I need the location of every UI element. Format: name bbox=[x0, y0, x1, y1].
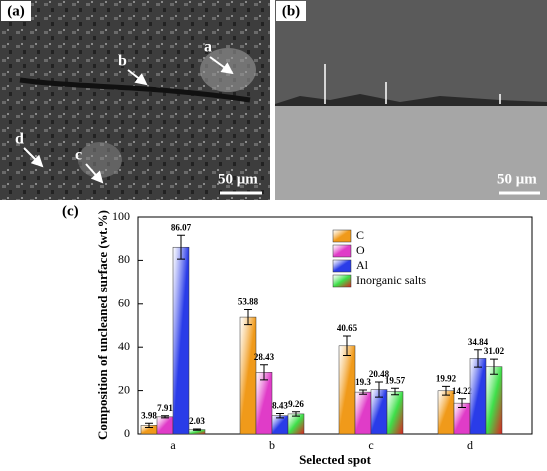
value-label: 9.26 bbox=[288, 399, 304, 409]
legend-label: Al bbox=[356, 258, 369, 272]
bar bbox=[156, 416, 174, 435]
y-tick-label: 40 bbox=[118, 339, 130, 353]
x-tick-label: c bbox=[368, 438, 373, 452]
error-bar bbox=[490, 358, 498, 375]
error-bar bbox=[391, 387, 399, 396]
error-bar bbox=[145, 422, 153, 429]
value-label: 34.84 bbox=[468, 337, 489, 347]
y-tick-label: 80 bbox=[118, 252, 130, 266]
x-axis-label: Selected spot bbox=[299, 452, 372, 467]
value-label: 19.3 bbox=[355, 377, 371, 387]
error-bar bbox=[177, 234, 185, 260]
y-axis-label: Composition of uncleaned surface (wt.%) bbox=[95, 210, 110, 440]
legend-label: C bbox=[356, 228, 364, 242]
value-label: 8.43 bbox=[272, 401, 288, 411]
x-tick-label: b bbox=[269, 438, 275, 452]
bar bbox=[172, 246, 190, 435]
value-label: 86.07 bbox=[171, 222, 192, 232]
value-label: 28.43 bbox=[254, 352, 275, 362]
panel-label: (c) bbox=[62, 203, 79, 219]
error-bar bbox=[276, 413, 284, 419]
value-label: 20.48 bbox=[369, 369, 390, 379]
marker: d bbox=[15, 131, 24, 148]
sem-image-a bbox=[0, 0, 270, 200]
arrow bbox=[127, 69, 148, 86]
error-bar bbox=[244, 308, 252, 326]
bar bbox=[354, 391, 372, 435]
value-label: 14.22 bbox=[452, 386, 473, 396]
bar bbox=[386, 391, 404, 435]
error-bar bbox=[260, 364, 268, 381]
value-label: 19.57 bbox=[385, 375, 406, 385]
sem-image-b-top bbox=[275, 0, 547, 104]
arrow bbox=[85, 163, 104, 184]
value-label: 2.03 bbox=[189, 416, 205, 426]
x-tick-label: a bbox=[170, 438, 176, 452]
bar bbox=[338, 345, 356, 435]
legend-swatch bbox=[332, 259, 352, 273]
value-label: 53.88 bbox=[238, 297, 259, 307]
error-bar bbox=[474, 349, 482, 368]
scale-label: 50 μm bbox=[497, 171, 537, 187]
error-bar bbox=[458, 398, 466, 408]
legend-swatch bbox=[332, 274, 352, 288]
error-bar bbox=[343, 335, 351, 357]
y-tick-label: 20 bbox=[118, 382, 130, 396]
y-tick-label: 100 bbox=[112, 209, 130, 223]
legend-swatch bbox=[332, 244, 352, 258]
sem-image-b-bottom bbox=[275, 106, 547, 200]
marker: c bbox=[75, 147, 82, 164]
panel-label: (b) bbox=[282, 3, 300, 19]
error-bar bbox=[359, 389, 367, 395]
label-bg bbox=[1, 1, 31, 21]
bar bbox=[469, 358, 487, 435]
bar bbox=[287, 413, 305, 435]
value-label: 7.91 bbox=[157, 403, 173, 413]
y-tick-label: 60 bbox=[118, 296, 130, 310]
value-label: 19.92 bbox=[436, 373, 457, 383]
arrow bbox=[209, 56, 234, 75]
legend-label: Inorganic salts bbox=[356, 273, 426, 287]
arrow bbox=[23, 147, 44, 168]
plot-frame bbox=[137, 216, 533, 435]
bar bbox=[239, 316, 257, 435]
error-bar bbox=[375, 381, 383, 398]
value-label: 3.98 bbox=[141, 410, 157, 420]
value-label: 31.02 bbox=[484, 346, 505, 356]
bar bbox=[255, 372, 273, 435]
x-tick-label: d bbox=[467, 438, 473, 452]
legend-swatch bbox=[332, 229, 352, 243]
y-tick-label: 0 bbox=[124, 426, 130, 440]
bar bbox=[271, 415, 289, 435]
scale-label: 50 μm bbox=[218, 171, 258, 187]
bar bbox=[437, 390, 455, 435]
error-bar bbox=[442, 385, 450, 396]
label-bg bbox=[276, 1, 306, 21]
marker: b bbox=[118, 53, 127, 70]
error-bar bbox=[161, 415, 169, 419]
layer bbox=[275, 94, 547, 108]
legend-label: O bbox=[356, 243, 365, 257]
value-label: 40.65 bbox=[337, 323, 358, 333]
error-bar bbox=[193, 428, 201, 431]
error-bar bbox=[292, 411, 300, 417]
bright-area bbox=[78, 142, 122, 178]
marker: a bbox=[204, 39, 212, 56]
crack bbox=[19, 77, 251, 103]
panel-label: (a) bbox=[7, 3, 25, 19]
bar bbox=[485, 366, 503, 435]
